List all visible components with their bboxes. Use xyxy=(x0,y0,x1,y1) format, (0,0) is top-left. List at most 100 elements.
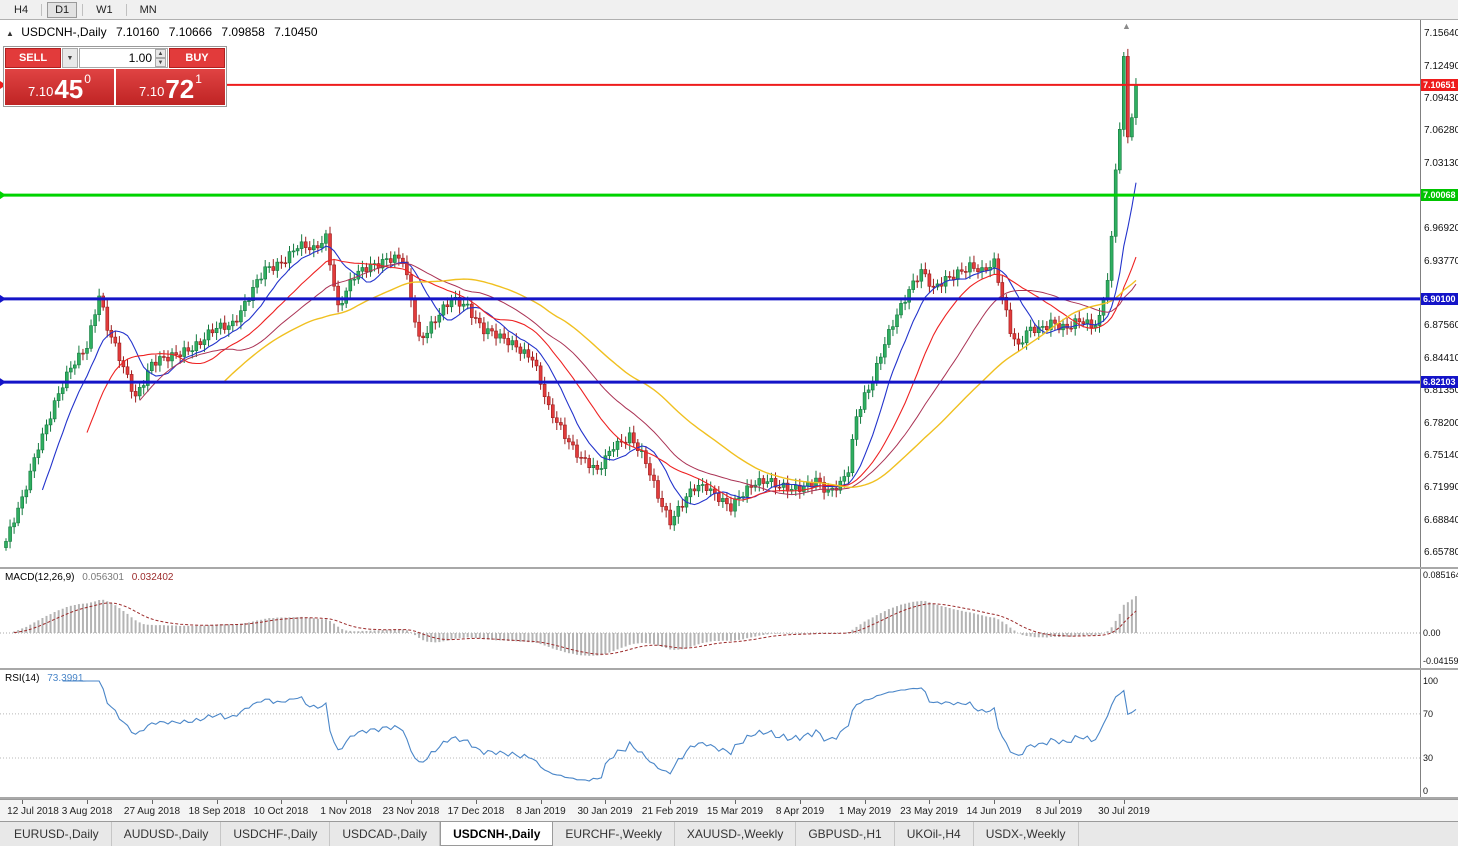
price-axis-label: 6.78200 xyxy=(1424,418,1458,429)
volume-decrease-button[interactable]: ▼ xyxy=(155,58,166,67)
time-axis-tick xyxy=(994,800,995,804)
buy-price-panel[interactable]: 7.10 72 1 xyxy=(116,69,225,105)
price-axis-label: 7.03130 xyxy=(1424,158,1458,169)
chart-tab-eurchf[interactable]: EURCHF-,Weekly xyxy=(553,822,675,846)
sell-price-prefix: 7.10 xyxy=(28,84,54,99)
horizontal-level-lines[interactable] xyxy=(0,80,1420,387)
chart-tab-usdchf[interactable]: USDCHF-,Daily xyxy=(221,822,331,846)
macd-axis-label: 0.085164 xyxy=(1423,570,1458,580)
price-axis[interactable]: 7.15640 7.12490 7.09430 7.06280 7.03130 6.969… xyxy=(1420,20,1458,567)
sell-price-big: 45 xyxy=(54,74,84,104)
volume-dropdown-button[interactable]: ▼ xyxy=(62,48,78,68)
one-click-toggle-icon[interactable]: ▲ xyxy=(6,29,14,38)
candlestick-series xyxy=(4,48,1138,551)
rsi-axis-label: 30 xyxy=(1423,753,1434,763)
main-chart-panel[interactable]: ▲ USDCNH-,Daily 7.10160 7.10666 7.09858 … xyxy=(0,20,1420,567)
buy-price-prefix: 7.10 xyxy=(139,84,165,99)
time-axis-label: 8 Jan 2019 xyxy=(516,806,566,817)
time-axis-tick xyxy=(800,800,801,804)
time-axis-tick xyxy=(152,800,153,804)
macd-main-value: 0.056301 xyxy=(82,572,124,583)
volume-increase-button[interactable]: ▲ xyxy=(155,49,166,58)
timeframe-button-w1[interactable]: W1 xyxy=(88,2,121,18)
chart-tab-ukoil[interactable]: UKOil-,H4 xyxy=(895,822,974,846)
chart-symbol-label: USDCNH-,Daily xyxy=(21,25,107,39)
time-axis-label: 3 Aug 2018 xyxy=(61,806,113,817)
price-axis-label: 6.65780 xyxy=(1424,547,1458,558)
time-axis-label: 30 Jan 2019 xyxy=(577,806,633,817)
rsi-canvas xyxy=(0,680,1420,782)
chart-tab-usdcnh[interactable]: USDCNH-,Daily xyxy=(440,822,554,846)
dropdown-icon: ▼ xyxy=(66,54,74,62)
price-axis-label: 7.06280 xyxy=(1424,125,1458,136)
time-axis-tick xyxy=(346,800,347,804)
rsi-panel: RSI(14) 73.3991 xyxy=(0,670,1420,797)
timeframe-toolbar: H4 D1 W1 MN xyxy=(0,0,1458,20)
high-value: 7.10666 xyxy=(168,25,213,39)
chart-tab-audusd[interactable]: AUDUSD-,Daily xyxy=(112,822,222,846)
price-axis-label: 7.12490 xyxy=(1424,61,1458,72)
price-axis-label: 6.75140 xyxy=(1424,450,1458,461)
time-axis-label: 18 Sep 2018 xyxy=(188,806,246,817)
sell-price-panel[interactable]: 7.10 45 0 xyxy=(5,69,114,105)
chart-title: ▲ USDCNH-,Daily 7.10160 7.10666 7.09858 … xyxy=(6,25,318,39)
macd-histogram xyxy=(13,596,1137,656)
macd-signal-line xyxy=(14,602,1137,655)
time-axis-tick xyxy=(87,800,88,804)
time-axis-tick xyxy=(929,800,930,804)
price-axis-label: 6.96920 xyxy=(1424,223,1458,234)
rsi-axis-label: 100 xyxy=(1423,676,1439,686)
time-axis-tick xyxy=(281,800,282,804)
open-value: 7.10160 xyxy=(115,25,160,39)
time-axis-tick xyxy=(605,800,606,804)
time-axis-label: 1 Nov 2018 xyxy=(320,806,372,817)
timeframe-button-h4[interactable]: H4 xyxy=(6,2,36,18)
toolbar-separator xyxy=(125,3,127,16)
time-axis-tick xyxy=(217,800,218,804)
buy-price-sup: 1 xyxy=(195,72,202,86)
toolbar-separator xyxy=(82,3,84,16)
timeframe-button-mn[interactable]: MN xyxy=(132,2,165,18)
macd-label: MACD(12,26,9) xyxy=(5,572,75,583)
scroll-to-end-marker: ▲ xyxy=(1122,21,1131,31)
chart-tab-eurusd[interactable]: EURUSD-,Daily xyxy=(2,822,112,846)
rsi-label: RSI(14) xyxy=(5,673,40,684)
toolbar-separator xyxy=(41,3,43,16)
panel-separator[interactable] xyxy=(0,567,1458,569)
volume-input[interactable]: 1.00 ▲ ▼ xyxy=(79,48,168,68)
price-axis-label: 7.09430 xyxy=(1424,93,1458,104)
price-axis-label: 6.87560 xyxy=(1424,320,1458,331)
price-axis-label: 7.15640 xyxy=(1424,28,1458,39)
chart-tab-usdcad[interactable]: USDCAD-,Daily xyxy=(330,822,441,846)
rsi-axis-label: 0 xyxy=(1423,786,1429,796)
chart-tab-gbpusd[interactable]: GBPUSD-,H1 xyxy=(796,822,895,846)
timeframe-button-d1[interactable]: D1 xyxy=(47,1,78,18)
macd-panel: MACD(12,26,9) 0.056301 0.032402 xyxy=(0,569,1420,668)
chart-tab-usdx[interactable]: USDX-,Weekly xyxy=(974,822,1079,846)
rsi-title: RSI(14) 73.3991 xyxy=(5,673,83,684)
panel-separator[interactable] xyxy=(0,668,1458,670)
buy-button[interactable]: BUY xyxy=(169,48,225,68)
time-axis-tick xyxy=(1124,800,1125,804)
time-axis-label: 14 Jun 2019 xyxy=(966,806,1022,817)
buy-price-big: 72 xyxy=(165,74,195,104)
rsi-axis-label: 70 xyxy=(1423,709,1434,719)
price-level-badge: 7.00068 xyxy=(1421,189,1458,201)
time-axis-label: 15 Mar 2019 xyxy=(706,806,764,817)
time-axis-label: 30 Jul 2019 xyxy=(1098,806,1150,817)
chart-tab-xauusd[interactable]: XAUUSD-,Weekly xyxy=(675,822,797,846)
rsi-axis[interactable]: 100 70 30 0 xyxy=(1420,670,1458,797)
panel-separator[interactable] xyxy=(0,797,1458,799)
sell-price-sup: 0 xyxy=(84,72,91,86)
time-axis-label: 8 Jul 2019 xyxy=(1035,806,1083,817)
time-axis-tick xyxy=(670,800,671,804)
time-axis-tick xyxy=(411,800,412,804)
price-chart-canvas xyxy=(0,48,1420,551)
timeframe-buttons: H4 D1 W1 MN xyxy=(6,1,165,18)
time-axis[interactable]: 12 Jul 2018 3 Aug 2018 27 Aug 2018 18 Sep 2… xyxy=(0,799,1458,821)
sell-button[interactable]: SELL xyxy=(5,48,61,68)
macd-axis[interactable]: 0.085164 0.00 -0.04159 xyxy=(1420,569,1458,668)
moving-average-lines xyxy=(41,182,1137,506)
volume-spinner: ▲ ▼ xyxy=(155,49,166,67)
time-axis-tick xyxy=(865,800,866,804)
